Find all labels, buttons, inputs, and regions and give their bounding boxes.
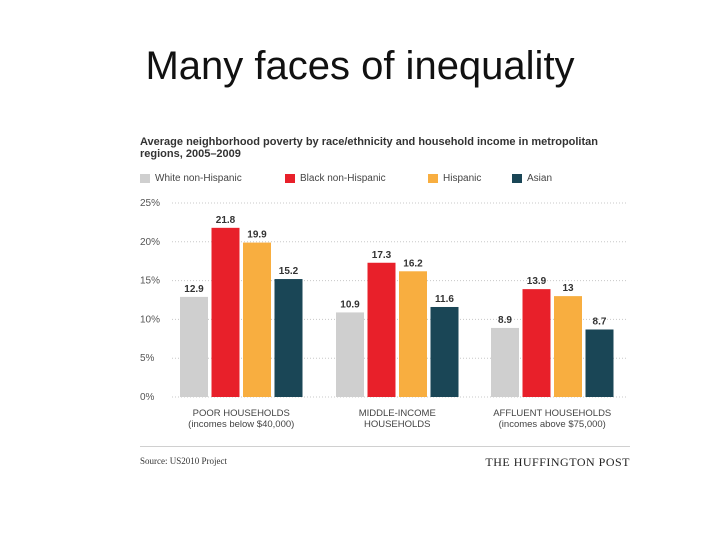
chart-title: Average neighborhood poverty by race/eth… [140,136,598,160]
data-label: 11.6 [435,294,454,305]
y-tick-label: 20% [140,237,160,248]
legend-swatch [140,174,150,183]
bar [399,271,427,397]
y-tick-label: 5% [140,353,155,364]
bar [554,296,582,397]
bar [491,327,519,397]
legend-label: Hispanic [443,173,482,184]
data-label: 17.3 [372,250,392,261]
y-tick-label: 0% [140,392,155,403]
bar [585,329,614,397]
data-label: 16.2 [403,258,423,269]
x-category-label: HOUSEHOLDS [364,419,431,430]
x-category-label: AFFLUENT HOUSEHOLDS [493,408,611,419]
legend-label: White non-Hispanic [155,173,242,184]
bar [243,242,271,397]
source-note: Source: US2010 Project [140,456,227,466]
data-label: 19.9 [247,230,267,241]
data-label: 21.8 [216,215,236,226]
data-label: 15.2 [279,266,299,277]
bar [367,262,396,397]
bar [336,312,364,397]
data-label: 8.9 [498,315,512,326]
slide-title: Many faces of inequality [145,44,575,88]
footer-divider [140,446,630,447]
x-category-label: POOR HOUSEHOLDS [193,408,290,419]
x-category-label: MIDDLE-INCOME [359,408,436,419]
bar [274,279,303,397]
x-category-label: (incomes below $40,000) [188,419,294,430]
data-label: 12.9 [184,284,204,295]
legend-label: Black non-Hispanic [300,173,386,184]
legend-swatch [428,174,438,183]
bar [211,227,240,397]
legend-label: Asian [527,173,553,184]
bar [522,289,551,397]
data-label: 13.9 [527,276,547,287]
legend-swatch [512,174,522,183]
data-label: 13 [562,283,574,294]
bar [180,296,208,397]
y-tick-label: 25% [140,198,160,209]
publisher-logo: THE HUFFINGTON POST [485,455,630,469]
y-tick-label: 10% [140,314,160,325]
data-label: 8.7 [593,316,607,327]
y-tick-label: 15% [140,276,160,287]
x-category-label: (incomes above $75,000) [499,419,606,430]
bar [430,306,459,397]
data-label: 10.9 [340,299,360,310]
legend-swatch [285,174,295,183]
